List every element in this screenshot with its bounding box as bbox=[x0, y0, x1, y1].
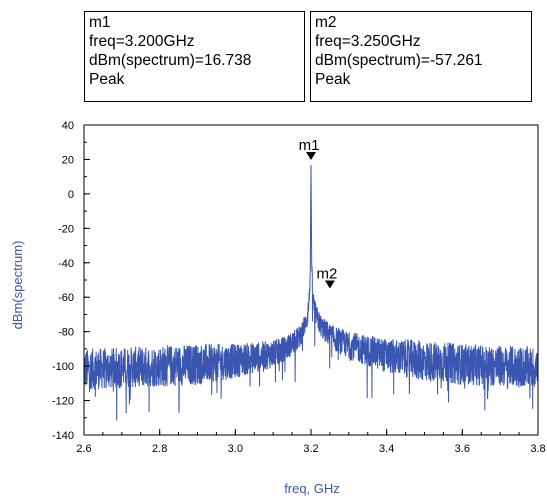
spectrum-trace bbox=[83, 165, 539, 421]
x-tick-label: 3.0 bbox=[228, 443, 243, 455]
y-tick-label: 40 bbox=[62, 120, 74, 132]
marker-label: m2 bbox=[316, 266, 337, 283]
x-tick-label: 2.8 bbox=[152, 443, 167, 455]
x-axis: 2.6 2.8 3.0 3.2 3.4 3.6 3.8 bbox=[76, 429, 546, 455]
x-tick-label: 3.6 bbox=[455, 443, 470, 455]
marker-freq: freq=3.200GHz bbox=[89, 33, 195, 50]
y-axis: -140 -120 -100 -80 -60 -40 -20 0 20 40 bbox=[52, 120, 90, 442]
marker-name: m1 bbox=[89, 14, 111, 31]
markers: m1 m2 bbox=[299, 137, 337, 289]
y-tick-label: -80 bbox=[58, 327, 74, 339]
y-axis-label: dBm(spectrum) bbox=[10, 241, 25, 330]
x-tick-label: 3.4 bbox=[379, 443, 394, 455]
x-tick-label: 3.8 bbox=[530, 443, 545, 455]
marker-triangle bbox=[324, 280, 335, 289]
marker-name: m2 bbox=[315, 14, 337, 31]
marker-freq: freq=3.250GHz bbox=[315, 33, 421, 50]
y-tick-label: -100 bbox=[52, 361, 74, 373]
marker-label: m1 bbox=[299, 137, 320, 154]
y-tick-label: -140 bbox=[52, 430, 74, 442]
y-tick-label: -120 bbox=[52, 396, 74, 408]
y-tick-label: 0 bbox=[68, 189, 74, 201]
marker-mode: Peak bbox=[315, 71, 351, 88]
marker-value: dBm(spectrum)=16.738 bbox=[89, 52, 252, 69]
y-tick-label: -40 bbox=[58, 258, 74, 270]
marker-value: dBm(spectrum)=-57.261 bbox=[315, 52, 483, 69]
y-tick-label: 20 bbox=[62, 154, 74, 166]
marker-mode: Peak bbox=[89, 71, 125, 88]
x-tick-label: 2.6 bbox=[76, 443, 91, 455]
marker-triangle bbox=[306, 152, 316, 161]
plot-area bbox=[83, 124, 539, 436]
marker-readout-m1: m1 freq=3.200GHz dBm(spectrum)=16.738 Pe… bbox=[84, 11, 305, 102]
y-tick-label: -20 bbox=[58, 223, 74, 235]
x-tick-label: 3.2 bbox=[303, 443, 318, 455]
marker-readout-m2: m2 freq=3.250GHz dBm(spectrum)=-57.261 P… bbox=[310, 11, 532, 102]
y-tick-label: -60 bbox=[58, 292, 74, 304]
x-axis-label: freq, GHz bbox=[284, 481, 340, 496]
